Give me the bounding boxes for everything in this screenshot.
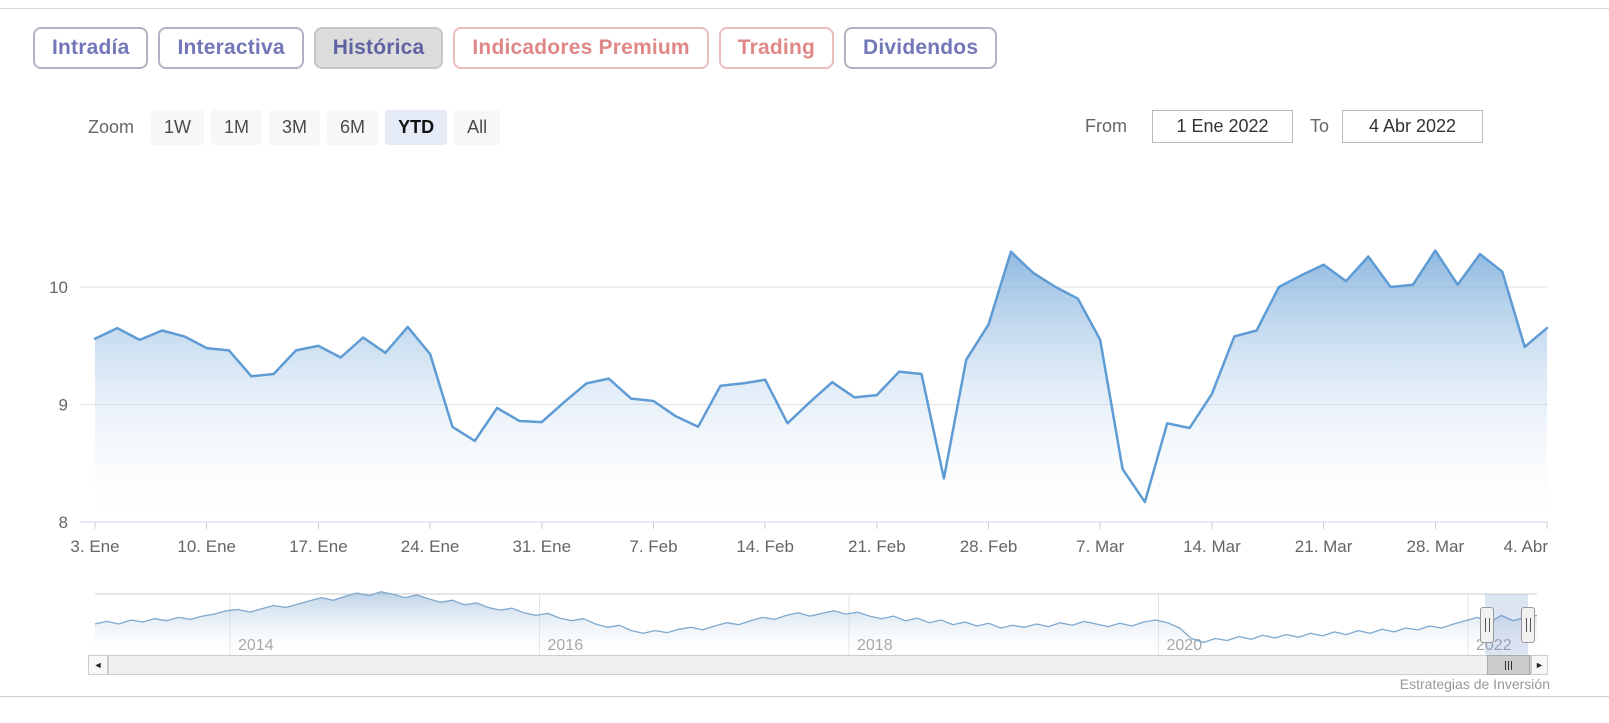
x-axis-label: 28. Mar <box>1406 537 1464 556</box>
y-axis-label: 9 <box>59 396 68 415</box>
navigator-right-handle-icon[interactable] <box>1521 607 1535 643</box>
zoom-label: Zoom <box>88 117 135 137</box>
y-axis-label: 10 <box>49 278 68 297</box>
scrollbar-track[interactable] <box>108 655 1531 675</box>
to-label: To <box>1310 116 1330 136</box>
x-axis-label: 17. Ene <box>289 537 348 556</box>
x-axis-label: 21. Mar <box>1295 537 1353 556</box>
x-axis-label: 28. Feb <box>960 537 1018 556</box>
scrollbar-right-arrow-icon[interactable]: ► <box>1531 655 1548 675</box>
from-date-input[interactable] <box>1152 110 1293 143</box>
tab-bar: Intradía Interactiva Histórica Indicador… <box>33 27 998 69</box>
x-axis-label: 4. Abr <box>1504 537 1549 556</box>
x-axis-label: 31. Ene <box>512 537 571 556</box>
navigator-series-area <box>95 591 1537 655</box>
tab-historica[interactable]: Histórica <box>313 27 444 69</box>
x-axis-label: 24. Ene <box>401 537 460 556</box>
tab-intradia[interactable]: Intradía <box>33 27 149 69</box>
main-chart-plot: 8 9 10 3. Ene 10. Ene 17. Ene 24. Ene 31. Ene 7.… <box>49 249 1549 556</box>
x-axis-label: 14. Mar <box>1183 537 1241 556</box>
date-range-inputs: From To <box>1085 110 1484 143</box>
zoom-all-button[interactable]: All <box>454 110 501 145</box>
zoom-6m-button[interactable]: 6M <box>327 110 379 145</box>
x-axis-label: 7. Feb <box>629 537 677 556</box>
x-axis-label: 14. Feb <box>736 537 794 556</box>
x-axis-label: 10. Ene <box>177 537 236 556</box>
zoom-3m-button[interactable]: 3M <box>269 110 321 145</box>
navigator-series-line <box>94 591 1538 644</box>
x-axis-label: 3. Ene <box>70 537 119 556</box>
navigator-left-handle-icon[interactable] <box>1480 607 1494 643</box>
scrollbar-left-arrow-icon[interactable]: ◄ <box>88 655 108 675</box>
zoom-1w-button[interactable]: 1W <box>151 110 205 145</box>
y-axis-label: 8 <box>59 513 68 532</box>
to-date-input[interactable] <box>1342 110 1484 143</box>
tab-trading[interactable]: Trading <box>718 27 835 69</box>
top-divider <box>0 8 1609 9</box>
main-series-area <box>95 250 1547 522</box>
zoom-ytd-button[interactable]: YTD <box>385 110 448 145</box>
scrollbar-thumb[interactable] <box>1487 655 1530 675</box>
x-axis-label: 21. Feb <box>848 537 906 556</box>
from-label: From <box>1085 116 1127 136</box>
main-series-line <box>93 249 1549 504</box>
tab-dividendos[interactable]: Dividendos <box>844 27 998 69</box>
x-axis-label: 7. Mar <box>1076 537 1125 556</box>
tab-interactiva[interactable]: Interactiva <box>158 27 304 69</box>
bottom-divider <box>0 696 1609 697</box>
zoom-button-group: Zoom 1W 1M 3M 6M YTD All <box>88 110 501 145</box>
tab-indicadores-premium[interactable]: Indicadores Premium <box>453 27 709 69</box>
navigator: 20142016201820202022 <box>94 591 1538 655</box>
credits-link[interactable]: Estrategias de Inversión <box>1399 676 1550 692</box>
zoom-1m-button[interactable]: 1M <box>211 110 263 145</box>
